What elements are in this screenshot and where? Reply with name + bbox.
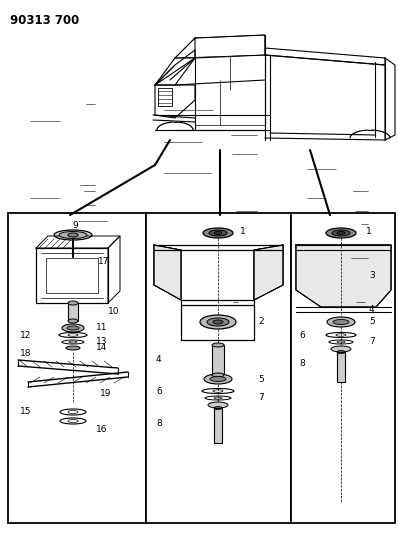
Text: 5: 5 <box>369 318 375 327</box>
Ellipse shape <box>62 324 84 332</box>
Polygon shape <box>154 245 181 300</box>
Ellipse shape <box>331 346 351 352</box>
Text: 17: 17 <box>98 256 109 265</box>
Text: 90313 700: 90313 700 <box>10 14 79 27</box>
Bar <box>68 303 78 321</box>
Text: 8: 8 <box>299 359 305 368</box>
Polygon shape <box>254 245 283 300</box>
Text: 3: 3 <box>369 271 375 279</box>
Text: 8: 8 <box>156 418 162 427</box>
Ellipse shape <box>200 315 236 329</box>
Text: 12: 12 <box>20 330 31 340</box>
Polygon shape <box>296 245 391 307</box>
Bar <box>146 213 291 523</box>
Text: 7: 7 <box>369 337 375 346</box>
Ellipse shape <box>203 228 233 238</box>
Text: 6: 6 <box>156 386 162 395</box>
Text: 4: 4 <box>369 304 375 313</box>
Ellipse shape <box>209 230 227 236</box>
Ellipse shape <box>67 326 79 330</box>
Ellipse shape <box>207 318 229 326</box>
Bar <box>212 345 224 375</box>
Text: 10: 10 <box>108 308 119 317</box>
Text: 9: 9 <box>72 221 78 230</box>
Ellipse shape <box>327 317 355 327</box>
Text: 6: 6 <box>299 330 305 340</box>
Bar <box>337 352 345 382</box>
Ellipse shape <box>68 233 78 237</box>
Text: 1: 1 <box>366 227 372 236</box>
Ellipse shape <box>59 231 87 238</box>
Bar <box>291 213 395 523</box>
Text: 16: 16 <box>96 424 107 433</box>
Ellipse shape <box>337 231 345 235</box>
Ellipse shape <box>68 319 78 323</box>
Text: 14: 14 <box>96 343 107 352</box>
Ellipse shape <box>54 230 92 240</box>
Bar <box>36 248 108 303</box>
Ellipse shape <box>204 374 232 384</box>
Ellipse shape <box>66 346 80 350</box>
Ellipse shape <box>213 320 223 324</box>
Text: 11: 11 <box>96 324 107 333</box>
Text: 7: 7 <box>258 393 264 402</box>
Text: 5: 5 <box>258 375 264 384</box>
Ellipse shape <box>68 301 78 305</box>
Text: 1: 1 <box>240 227 246 236</box>
Text: 4: 4 <box>156 356 162 365</box>
Ellipse shape <box>326 228 356 238</box>
Text: 2: 2 <box>258 318 263 327</box>
Text: 19: 19 <box>100 390 111 399</box>
Bar <box>46 258 98 293</box>
Bar <box>158 88 172 106</box>
Text: 18: 18 <box>20 350 31 359</box>
Ellipse shape <box>332 230 350 236</box>
Text: 13: 13 <box>96 337 107 346</box>
Ellipse shape <box>212 343 224 347</box>
Text: 15: 15 <box>20 408 31 416</box>
Ellipse shape <box>212 373 224 377</box>
Bar <box>8 213 146 523</box>
Ellipse shape <box>210 376 226 382</box>
Ellipse shape <box>208 402 228 408</box>
Bar <box>214 408 222 443</box>
Ellipse shape <box>214 231 222 235</box>
Ellipse shape <box>333 319 349 325</box>
